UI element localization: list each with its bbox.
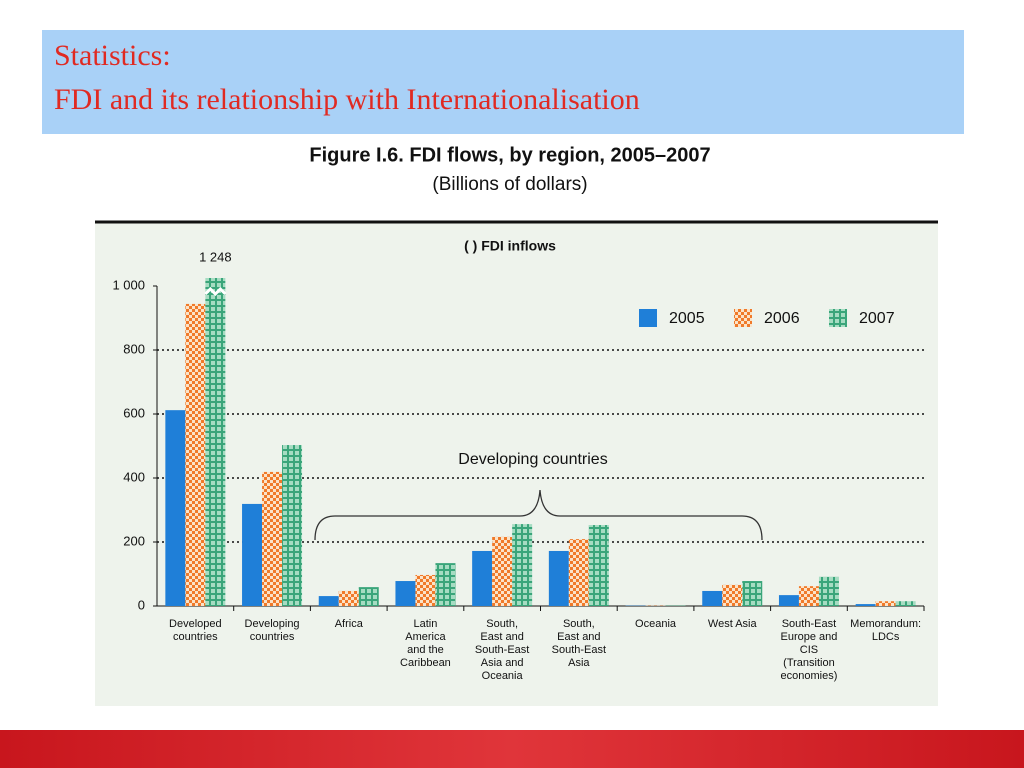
bar	[415, 574, 436, 606]
bars	[165, 278, 916, 606]
plot: 0 200 400 600 800 1 000 1 248 2005 2006 2007	[112, 249, 925, 612]
bar	[778, 595, 799, 606]
figure-subtitle: (Billions of dollars)	[432, 174, 587, 195]
x-tick-label: Memorandum: LDCs	[850, 618, 922, 643]
bar	[798, 586, 819, 606]
panel-title: ( ) FDI inflows	[464, 238, 556, 254]
x-tick-label: South, East and South-East Asia and Ocea…	[474, 618, 530, 682]
legend-label: 2006	[764, 310, 800, 327]
bar	[568, 539, 589, 606]
x-tick-label: Developed countries	[169, 618, 222, 643]
x-tick-label: Africa	[334, 618, 363, 630]
x-tick-label: Developing countries	[244, 618, 300, 643]
bar	[548, 550, 569, 606]
bar	[855, 604, 876, 606]
brace	[314, 489, 763, 541]
x-tick-label: Oceania	[635, 618, 677, 630]
bar	[895, 601, 916, 606]
figure-title: Figure I.6. FDI flows, by region, 2005–2…	[309, 144, 710, 166]
bar	[242, 503, 263, 606]
bar	[165, 410, 186, 606]
value-label: 1 248	[199, 249, 232, 264]
legend-swatch	[734, 309, 752, 327]
header-title: FDI and its relationship with Internatio…	[54, 83, 640, 116]
legend-swatch	[829, 309, 847, 327]
bar	[818, 576, 839, 606]
bar	[358, 587, 379, 606]
legend-label: 2005	[669, 310, 705, 327]
header-box	[42, 30, 964, 134]
bar	[512, 524, 533, 606]
bar	[588, 525, 609, 606]
bar	[338, 590, 359, 606]
x-tick-label: Latin America and the Caribbean	[400, 618, 451, 669]
bar	[185, 303, 206, 606]
bar	[395, 581, 416, 606]
legend-label: 2007	[859, 310, 895, 327]
footer-band	[0, 730, 1024, 768]
x-tick-label: South, East and South-East Asia	[551, 618, 607, 669]
bar	[472, 550, 493, 606]
axis-break	[204, 286, 227, 297]
bar	[282, 445, 303, 606]
header-title: Statistics:	[54, 39, 171, 72]
y-tick-label: 200	[123, 533, 145, 548]
x-tick-label: South-East Europe and CIS (Transition ec…	[780, 618, 838, 682]
bar	[722, 584, 743, 606]
bar	[875, 601, 896, 606]
bar	[205, 278, 226, 606]
bar	[702, 590, 723, 606]
y-tick-label: 600	[123, 405, 145, 420]
y-tick-label: 0	[138, 597, 145, 612]
bar	[435, 563, 456, 606]
y-tick-label: 800	[123, 341, 145, 356]
annotation: Developing countries	[458, 451, 607, 468]
bar	[742, 581, 763, 606]
bar	[318, 596, 339, 606]
y-tick-label: 1 000	[112, 277, 145, 292]
bar	[492, 536, 513, 606]
chart-panel	[95, 222, 938, 706]
y-tick-label: 400	[123, 469, 145, 484]
legend-swatch	[639, 309, 657, 327]
bar	[262, 471, 283, 606]
x-tick-label: West Asia	[707, 618, 757, 630]
